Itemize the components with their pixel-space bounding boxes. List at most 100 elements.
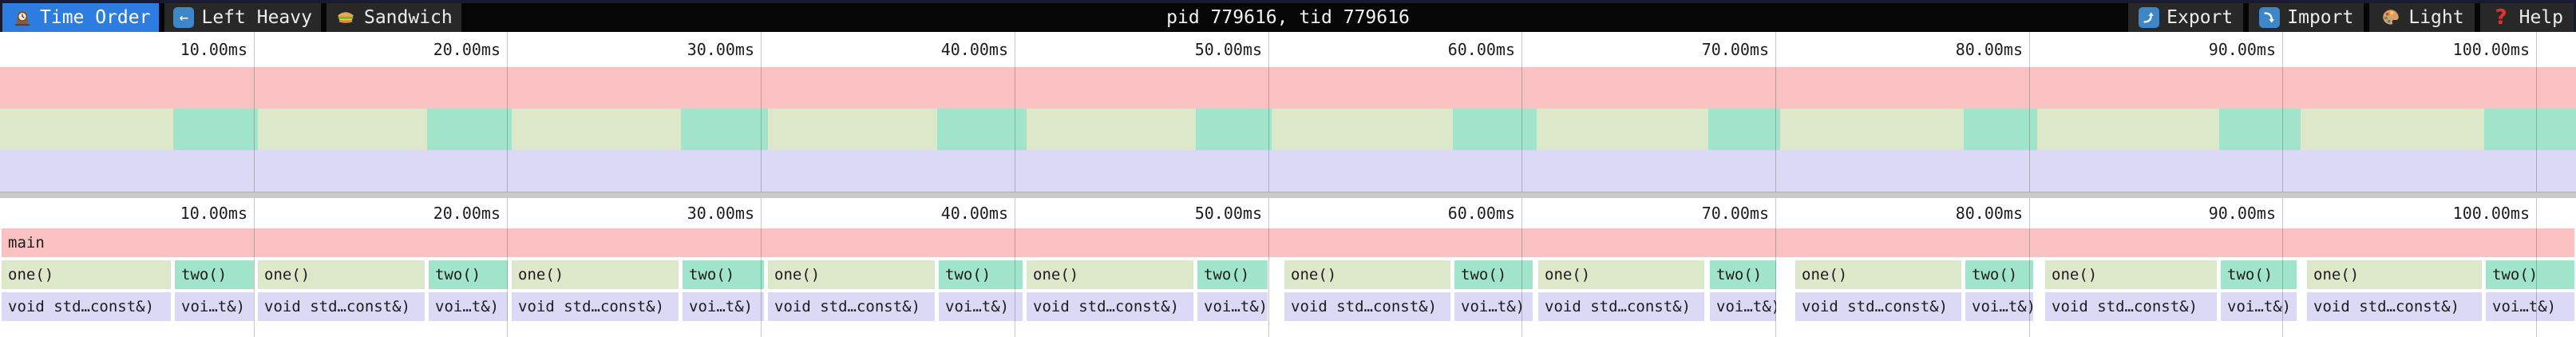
tab-left-heavy[interactable]: ← Left Heavy	[164, 3, 321, 32]
time-tick-label: 100.00ms	[2452, 40, 2530, 59]
frame-cell-child[interactable]: void std…const&)	[1538, 292, 1704, 321]
time-tick-label: 80.00ms	[1955, 204, 2023, 223]
frame-cell-one[interactable]: one()	[768, 260, 935, 289]
toolbar: Time Order ← Left Heavy Sandwich pid 779616…	[0, 0, 2576, 32]
tab-time-order[interactable]: Time Order	[2, 3, 160, 32]
light-button[interactable]: Light	[2369, 3, 2475, 32]
minimap-frame-two	[173, 109, 258, 150]
frame-cell-two[interactable]: two()	[683, 260, 764, 289]
time-tick-label: 90.00ms	[2208, 40, 2276, 59]
time-tick-label: 60.00ms	[1447, 40, 1515, 59]
frame-cell-one[interactable]: one()	[1795, 260, 1961, 289]
frame-cell-child[interactable]: void std…const&)	[1027, 292, 1193, 321]
time-tick-label: 10.00ms	[180, 40, 247, 59]
frame-cell-child[interactable]: voi…t&)	[1710, 292, 1776, 321]
minimap-row-main[interactable]	[0, 67, 2576, 109]
frame-cell-two[interactable]: two()	[2486, 260, 2574, 289]
frame-cell-child[interactable]: voi…t&)	[683, 292, 764, 321]
time-tick-label: 80.00ms	[1955, 40, 2023, 59]
import-icon	[2259, 7, 2281, 28]
minimap[interactable]: 10.00ms 20.00ms 30.00ms 40.00ms 50.00ms 60.00…	[0, 32, 2576, 192]
flamechart[interactable]: 10.00ms 20.00ms 30.00ms 40.00ms 50.00ms 60.00…	[0, 198, 2576, 337]
frame-cell-one[interactable]: one()	[2307, 260, 2482, 289]
help-icon: ?	[2495, 6, 2507, 30]
button-label: Import	[2287, 7, 2354, 28]
frame-cell-main[interactable]: main	[2, 228, 2574, 257]
palette-icon	[2380, 7, 2401, 29]
time-tick-label: 50.00ms	[1194, 40, 1262, 59]
frame-cell-child[interactable]: void std…const&)	[1284, 292, 1450, 321]
frame-cell-one[interactable]: one()	[1538, 260, 1704, 289]
export-icon	[2139, 7, 2160, 28]
time-tick-label: 90.00ms	[2208, 204, 2276, 223]
frame-cell-child[interactable]: void std…const&)	[2045, 292, 2217, 321]
minimap-frame-two	[1453, 109, 1537, 150]
frame-cell-child[interactable]: voi…t&)	[939, 292, 1023, 321]
frame-cell-two[interactable]: two()	[1197, 260, 1268, 289]
minimap-frame-two	[1964, 109, 2037, 150]
frame-cell-child[interactable]: voi…t&)	[175, 292, 254, 321]
toolbar-inner: Time Order ← Left Heavy Sandwich pid 779616…	[2, 3, 2574, 32]
minimap-row-depth2[interactable]	[0, 150, 2576, 192]
time-tick-label: 20.00ms	[433, 204, 501, 223]
tab-label: Left Heavy	[201, 7, 312, 28]
frame-cell-child[interactable]: void std…const&)	[512, 292, 679, 321]
frame-cell-two[interactable]: two()	[1965, 260, 2033, 289]
time-tick-label: 30.00ms	[687, 204, 754, 223]
frame-cell-child[interactable]: voi…t&)	[2221, 292, 2297, 321]
frame-cell-child[interactable]: voi…t&)	[1965, 292, 2033, 321]
button-label: Export	[2166, 7, 2234, 28]
frame-cell-child[interactable]: void std…const&)	[1795, 292, 1961, 321]
time-tick-label: 100.00ms	[2452, 204, 2530, 223]
minimap-frame-two	[2219, 109, 2301, 150]
tab-sandwich[interactable]: Sandwich	[326, 3, 461, 32]
sandwich-icon	[335, 7, 357, 29]
frame-cell-child[interactable]: voi…t&)	[2486, 292, 2574, 321]
frame-cell-child[interactable]: void std…const&)	[768, 292, 935, 321]
frame-cell-one[interactable]: one()	[2, 260, 171, 289]
frame-cell-child[interactable]: voi…t&)	[1454, 292, 1533, 321]
frame-cell-child[interactable]: voi…t&)	[429, 292, 508, 321]
import-button[interactable]: Import	[2249, 3, 2364, 32]
minimap-frame-two	[2484, 109, 2576, 150]
frame-cell-one[interactable]: one()	[258, 260, 425, 289]
frame-cell-two[interactable]: two()	[1454, 260, 1533, 289]
frame-cell-one[interactable]: one()	[1027, 260, 1193, 289]
frame-cell-two[interactable]: two()	[939, 260, 1023, 289]
frame-cell-two[interactable]: two()	[1710, 260, 1776, 289]
frame-cell-two[interactable]: two()	[2221, 260, 2297, 289]
flamechart-row-depth1: one() two() one() two() one() two() one() two()…	[0, 260, 2576, 289]
time-tick-label: 70.00ms	[1701, 204, 1769, 223]
frame-cell-two[interactable]: two()	[429, 260, 508, 289]
time-tick-label: 30.00ms	[687, 40, 754, 59]
time-tick-label: 60.00ms	[1447, 204, 1515, 223]
export-button[interactable]: Export	[2128, 3, 2244, 32]
tab-label: Sandwich	[363, 7, 453, 28]
button-label: Light	[2408, 7, 2464, 28]
minimap-row-depth1[interactable]	[0, 109, 2576, 150]
minimap-frame-two	[937, 109, 1027, 150]
frame-cell-child[interactable]: voi…t&)	[1197, 292, 1268, 321]
frame-cell-child[interactable]: void std…const&)	[2307, 292, 2482, 321]
flamechart-row-depth2: void std…const&) voi…t&) void std…const&) v…	[0, 292, 2576, 321]
minimap-frame-two	[1196, 109, 1272, 150]
frame-cell-one[interactable]: one()	[2045, 260, 2217, 289]
frame-cell-one[interactable]: one()	[1284, 260, 1450, 289]
flamechart-time-axis: 10.00ms 20.00ms 30.00ms 40.00ms 50.00ms 60.00…	[0, 198, 2576, 228]
tab-label: Time Order	[40, 7, 151, 28]
frame-cell-one[interactable]: one()	[512, 260, 679, 289]
help-button[interactable]: ? Help	[2479, 3, 2574, 32]
view-mode-tabs: Time Order ← Left Heavy Sandwich	[2, 3, 461, 32]
frame-cell-two[interactable]: two()	[175, 260, 254, 289]
frame-cell-child[interactable]: void std…const&)	[2, 292, 171, 321]
time-tick-label: 40.00ms	[940, 40, 1008, 59]
minimap-frame-two	[681, 109, 768, 150]
minimap-frame-two	[427, 109, 512, 150]
time-tick-label: 20.00ms	[433, 40, 501, 59]
flamechart-row-root: main	[0, 228, 2576, 257]
time-tick-label: 50.00ms	[1194, 204, 1262, 223]
time-tick-label: 70.00ms	[1701, 40, 1769, 59]
toolbar-actions: Export Import Light ? Help	[2128, 3, 2574, 32]
frame-cell-child[interactable]: void std…const&)	[258, 292, 425, 321]
minimap-resize-divider[interactable]	[0, 192, 2576, 198]
